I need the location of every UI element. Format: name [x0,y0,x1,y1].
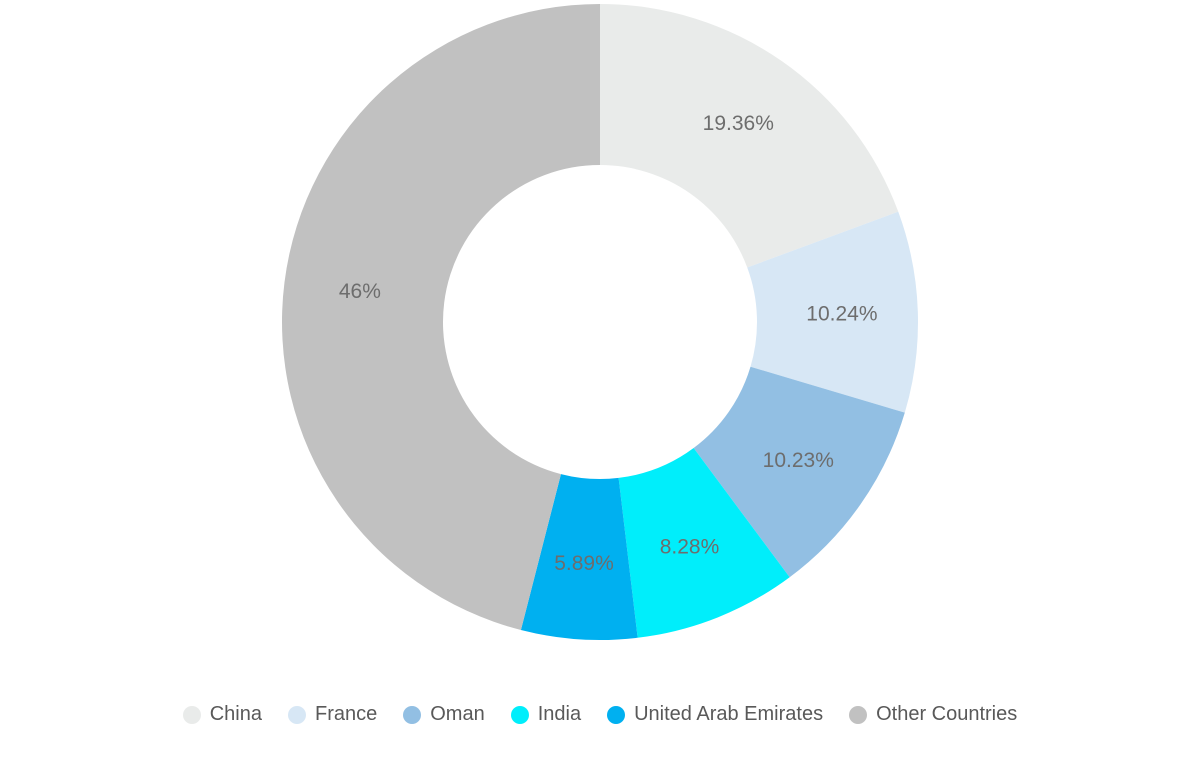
donut-chart: 19.36%10.24%10.23%8.28%5.89%46% [282,4,919,640]
legend-label-india: India [537,703,582,725]
donut-segment-france[interactable] [747,211,919,413]
legend-label-other-countries: Other Countries [876,703,1018,725]
donut-segment-india[interactable] [618,448,790,638]
legend-swatch-united-arab-emirates [607,705,626,724]
legend-swatch-france [288,705,306,724]
legend-swatch-india [510,705,529,724]
donut-segment-china[interactable] [600,4,899,268]
donut-segment-united-arab-emirates[interactable] [520,474,638,640]
legend-swatch-oman [403,705,422,724]
legend-item-united-arab-emirates[interactable]: United Arab Emirates [607,703,823,726]
legend-swatch-china [182,705,201,724]
donut-segment-other-countries[interactable] [282,4,600,631]
donut-segment-oman[interactable] [693,366,905,578]
legend-item-oman[interactable]: Oman [403,703,485,726]
legend-item-china[interactable]: China [182,703,262,726]
chart-legend: China France Oman India United Arab Emirates… [0,703,1200,726]
legend-item-france[interactable]: France [288,703,377,726]
legend-swatch-other-countries [849,705,868,724]
legend-label-united-arab-emirates: United Arab Emirates [634,703,824,725]
legend-label-oman: Oman [430,703,485,725]
legend-item-other-countries[interactable]: Other Countries [849,703,1017,726]
legend-item-india[interactable]: India [510,703,582,726]
legend-label-china: China [209,703,262,725]
legend-label-france: France [315,703,378,725]
